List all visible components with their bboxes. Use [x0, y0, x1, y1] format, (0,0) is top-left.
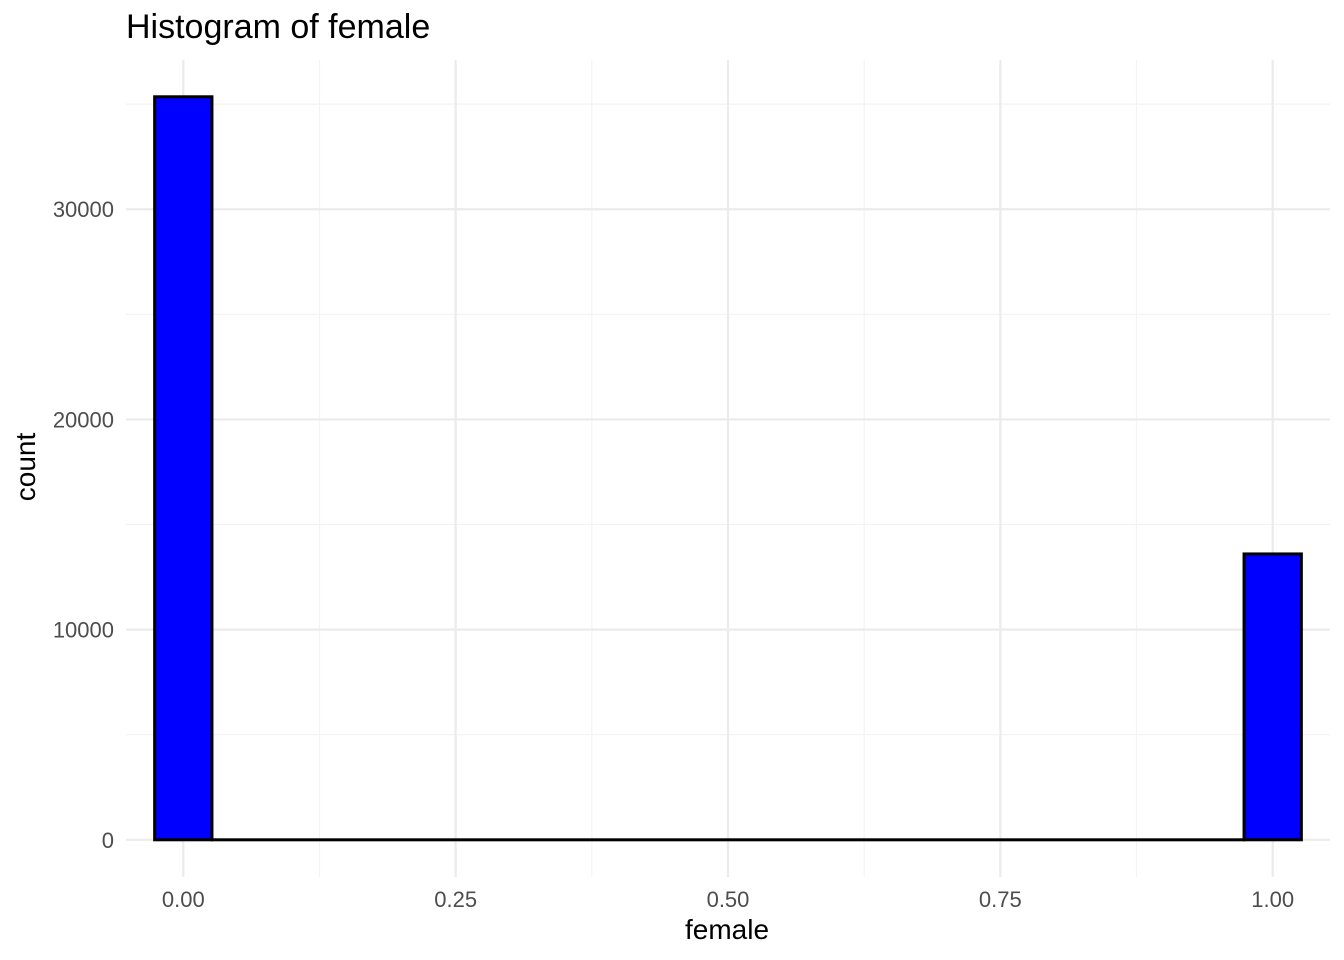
chart-title: Histogram of female [126, 8, 430, 46]
y-tick-label: 30000 [53, 197, 114, 222]
y-axis-title: count [10, 433, 41, 502]
y-tick-label: 10000 [53, 618, 114, 643]
histogram-bar [153, 95, 214, 842]
histogram-bar [1242, 552, 1303, 842]
x-axis-title: female [685, 914, 769, 945]
y-tick-label: 20000 [53, 407, 114, 432]
y-tick-label: 0 [102, 828, 114, 853]
x-tick-label: 0.50 [707, 887, 750, 912]
x-tick-label: 0.25 [434, 887, 477, 912]
y-axis-ticks: 0 10000 20000 30000 [53, 197, 114, 853]
histogram-bars [153, 95, 1303, 842]
x-tick-label: 0.75 [979, 887, 1022, 912]
gridlines [126, 60, 1330, 877]
x-tick-label: 0.00 [162, 887, 205, 912]
x-axis-ticks: 0.00 0.25 0.50 0.75 1.00 [162, 887, 1294, 912]
x-tick-label: 1.00 [1251, 887, 1294, 912]
